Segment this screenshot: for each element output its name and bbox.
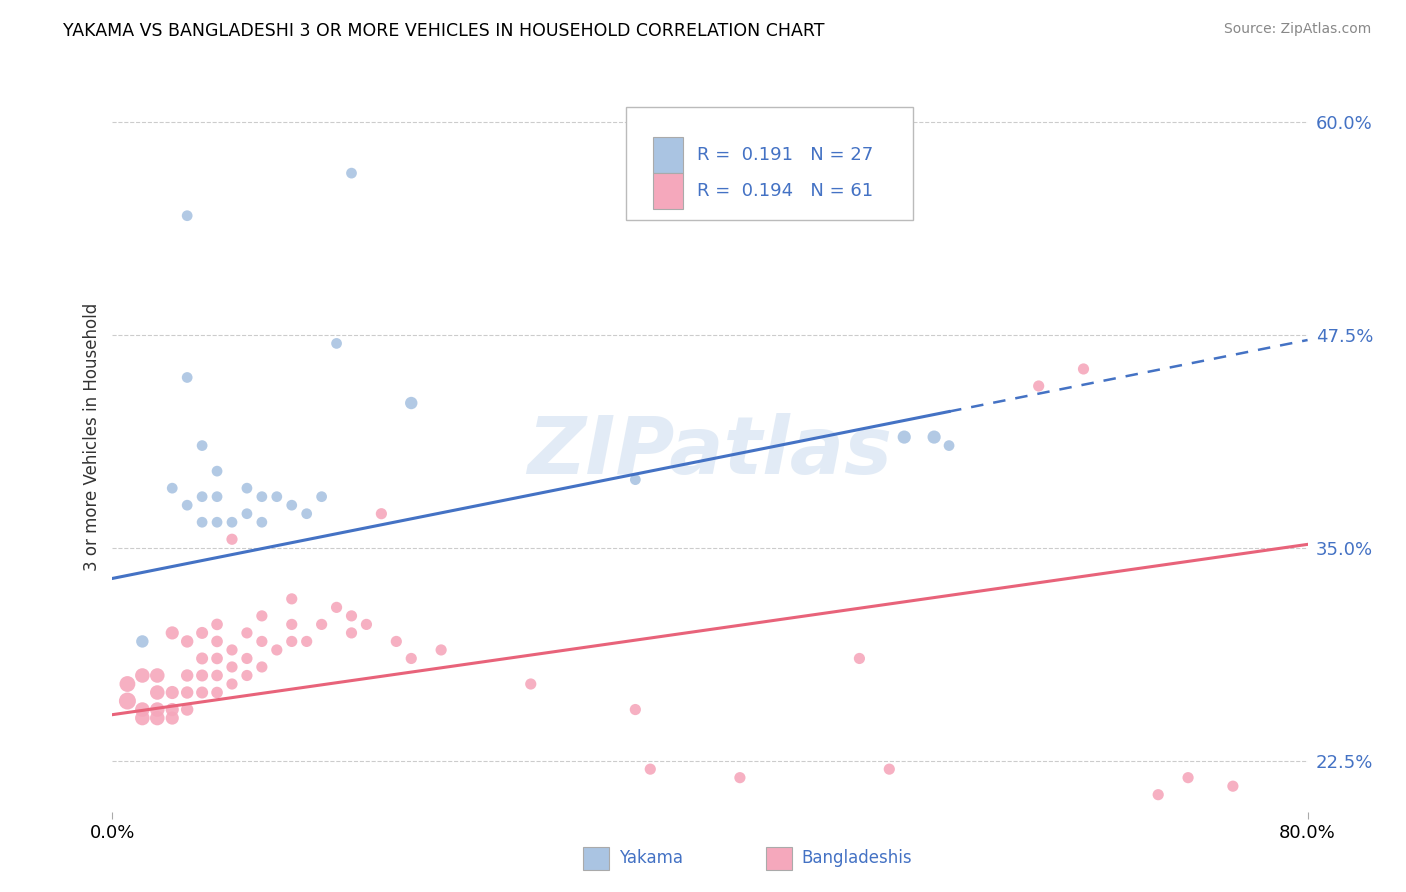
Point <box>728 771 751 785</box>
Point <box>401 396 423 410</box>
Text: R =  0.191   N = 27: R = 0.191 N = 27 <box>697 145 873 163</box>
Point <box>191 668 214 682</box>
Text: Source: ZipAtlas.com: Source: ZipAtlas.com <box>1223 22 1371 37</box>
Point <box>176 702 198 716</box>
Point <box>191 490 214 504</box>
Point <box>1177 771 1199 785</box>
Point <box>146 685 169 699</box>
Point <box>176 498 198 512</box>
Point <box>176 668 198 682</box>
Point <box>250 490 273 504</box>
Point <box>266 490 288 504</box>
Point <box>340 166 363 180</box>
Point <box>236 626 259 640</box>
Point <box>325 336 347 351</box>
Point <box>191 515 214 529</box>
Point <box>266 643 288 657</box>
Point <box>430 643 453 657</box>
Point <box>205 490 228 504</box>
Point <box>131 668 153 682</box>
Point <box>281 498 304 512</box>
Point <box>191 685 214 699</box>
Text: YAKAMA VS BANGLADESHI 3 OR MORE VEHICLES IN HOUSEHOLD CORRELATION CHART: YAKAMA VS BANGLADESHI 3 OR MORE VEHICLES… <box>63 22 825 40</box>
Point <box>879 762 901 776</box>
Point <box>401 651 423 665</box>
Point <box>146 668 169 682</box>
Point <box>295 507 318 521</box>
Point <box>131 634 153 648</box>
Point <box>162 685 183 699</box>
Point <box>221 515 243 529</box>
Point <box>624 702 647 716</box>
Point <box>250 634 273 648</box>
Point <box>176 370 198 384</box>
Point <box>205 651 228 665</box>
Point <box>205 617 228 632</box>
Point <box>325 600 347 615</box>
Point <box>221 533 243 547</box>
Point <box>117 677 139 691</box>
Point <box>162 702 183 716</box>
Text: ZIPatlas: ZIPatlas <box>527 413 893 491</box>
FancyBboxPatch shape <box>652 136 682 172</box>
Point <box>281 634 304 648</box>
Point <box>311 490 333 504</box>
Point <box>640 762 662 776</box>
Point <box>236 481 259 495</box>
Point <box>146 702 169 716</box>
Point <box>131 711 153 725</box>
Point <box>281 591 304 606</box>
Point <box>1028 379 1050 393</box>
Point <box>281 617 304 632</box>
Point <box>295 634 318 648</box>
Text: Yakama: Yakama <box>619 849 683 867</box>
Point <box>205 634 228 648</box>
Point <box>236 651 259 665</box>
Point <box>131 702 153 716</box>
Point <box>205 464 228 478</box>
Y-axis label: 3 or more Vehicles in Household: 3 or more Vehicles in Household <box>83 303 101 571</box>
Point <box>340 608 363 623</box>
Point <box>1222 779 1244 793</box>
Point <box>176 685 198 699</box>
Point <box>162 626 183 640</box>
Point <box>250 515 273 529</box>
Point <box>176 634 198 648</box>
Point <box>311 617 333 632</box>
Point <box>922 430 945 444</box>
Point <box>236 507 259 521</box>
Point <box>624 473 647 487</box>
FancyBboxPatch shape <box>652 172 682 209</box>
Point <box>938 439 960 453</box>
Point <box>205 685 228 699</box>
Point <box>205 515 228 529</box>
Point <box>520 677 543 691</box>
Point <box>205 668 228 682</box>
Point <box>385 634 408 648</box>
Point <box>146 711 169 725</box>
Point <box>250 608 273 623</box>
Point <box>340 626 363 640</box>
Point <box>191 626 214 640</box>
Point <box>250 660 273 674</box>
Point <box>221 677 243 691</box>
Point <box>191 651 214 665</box>
FancyBboxPatch shape <box>627 107 914 219</box>
Point <box>1073 362 1095 376</box>
Text: R =  0.194   N = 61: R = 0.194 N = 61 <box>697 182 873 200</box>
Point <box>221 660 243 674</box>
Point <box>191 439 214 453</box>
Text: Bangladeshis: Bangladeshis <box>801 849 912 867</box>
Point <box>176 209 198 223</box>
Point <box>162 481 183 495</box>
Point <box>893 430 915 444</box>
Point <box>848 651 870 665</box>
Point <box>370 507 392 521</box>
Point <box>162 711 183 725</box>
Point <box>356 617 378 632</box>
Point <box>117 694 139 708</box>
Point <box>236 668 259 682</box>
Point <box>221 643 243 657</box>
Point <box>1147 788 1170 802</box>
